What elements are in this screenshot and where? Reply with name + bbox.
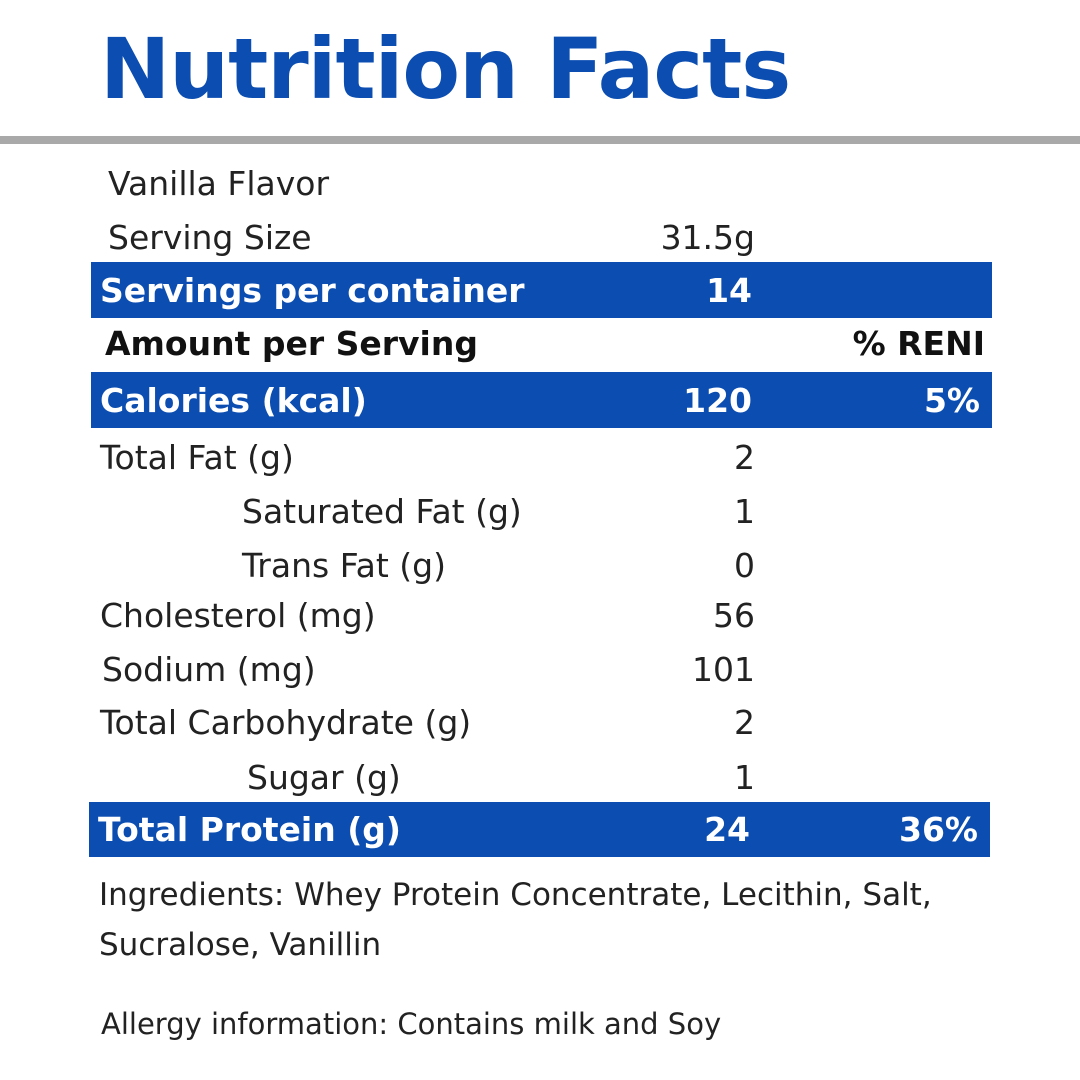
label: Total Carbohydrate (g) [100,702,472,742]
label: Total Protein (g) [98,810,402,849]
label: Trans Fat (g) [242,545,446,585]
label: Total Fat (g) [100,437,294,477]
nutrient-row: Saturated Fat (g) 1 [0,484,1080,538]
ingredients-line: Ingredients: Whey Protein Concentrate, L… [99,877,932,913]
flavor-row: Vanilla Flavor [0,156,1080,210]
amount: 2 [734,437,755,477]
nutrient-row: Sugar (g) 1 [0,750,1080,804]
percent: 36% [899,810,978,849]
amount: 0 [734,545,755,585]
amount: 120 [683,380,752,420]
label: Calories (kcal) [100,380,367,420]
label: Sugar (g) [247,757,401,797]
allergy-info: Allergy information: Contains milk and S… [101,1007,722,1041]
title: Nutrition Facts [100,20,791,118]
nutrient-row: Cholesterol (mg) 56 [0,588,1080,642]
ingredients-line: Sucralose, Vanillin [99,927,382,963]
amount: 1 [734,757,755,797]
serving-size-row: Serving Size 31.5g [0,210,1080,264]
nutrient-row: Total Carbohydrate (g) 2 [0,695,1080,749]
label: Servings per container [100,270,525,310]
percent: 5% [923,380,980,420]
label: Serving Size [108,217,312,257]
amount: 14 [706,270,752,310]
calories-row: Calories (kcal) 120 5% [91,372,992,428]
label: Cholesterol (mg) [100,595,376,635]
amount: 31.5g [660,217,755,257]
header-row: Amount per Serving % RENI [0,316,1080,370]
nutrient-row: Sodium (mg) 101 [0,642,1080,696]
label: Sodium (mg) [102,649,316,689]
divider [0,136,1080,144]
label: Amount per Serving [105,323,478,363]
amount: 1 [734,491,755,531]
amount: 56 [713,595,755,635]
nutrient-row: Trans Fat (g) 0 [0,538,1080,592]
percent: % RENI [852,323,985,363]
amount: 2 [734,702,755,742]
nutrient-row: Total Fat (g) 2 [0,430,1080,484]
amount: 101 [692,649,755,689]
label: Saturated Fat (g) [242,491,522,531]
flavor: Vanilla Flavor [108,163,330,203]
protein-row: Total Protein (g) 24 36% [89,802,990,857]
servings-row: Servings per container 14 [91,262,992,318]
amount: 24 [704,810,750,849]
